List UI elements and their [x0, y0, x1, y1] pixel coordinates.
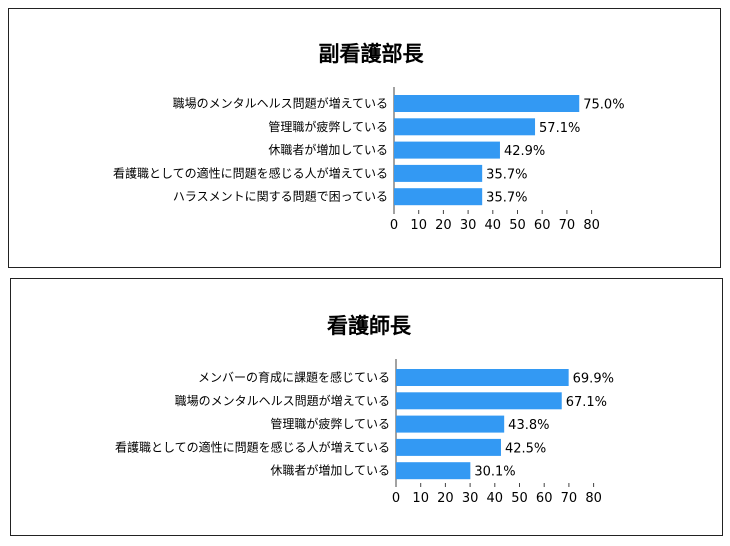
x-tick-label-6: 60: [534, 218, 551, 233]
bar-0: [396, 369, 569, 386]
bar-4: [396, 462, 471, 480]
x-tick-label-4: 40: [485, 218, 502, 233]
x-tick-label-0: 0: [392, 491, 400, 506]
x-tick-label-2: 20: [435, 218, 452, 233]
x-tick-label-3: 30: [460, 218, 477, 233]
x-tick-label-6: 60: [536, 491, 553, 506]
chart-head-nurse: 看護師長 メンバーの育成に課題を感じている 69.9% 職場のメンタルヘルス問題が増…: [115, 314, 614, 506]
value-label-2: 42.9%: [504, 144, 545, 159]
bar-3: [394, 164, 483, 182]
bar-1: [396, 392, 562, 410]
value-label-4: 30.1%: [474, 465, 515, 480]
x-tick-label-2: 20: [437, 491, 454, 506]
category-label-3: 看護職としての適性に問題を感じる人が増えている: [113, 165, 388, 180]
x-tick-label-5: 50: [509, 218, 526, 233]
category-label-2: 管理職が疲弊している: [270, 416, 390, 431]
value-label-1: 67.1%: [566, 395, 607, 410]
x-tick-label-7: 70: [559, 218, 576, 233]
bar-4: [394, 188, 483, 206]
chart-panel-deputy-director: 副看護部長 職場のメンタルヘルス問題が増えている 75.0% 管理職が疲弊している 5…: [8, 8, 721, 268]
x-tick-label-3: 30: [462, 491, 479, 506]
x-tick-label-1: 10: [410, 218, 427, 233]
value-label-4: 35.7%: [486, 191, 527, 206]
value-label-2: 43.8%: [508, 418, 549, 433]
category-label-1: 管理職が疲弊している: [268, 119, 388, 134]
category-label-0: メンバーの育成に課題を感じている: [198, 370, 390, 385]
value-label-3: 42.5%: [505, 441, 546, 456]
category-label-3: 看護職としての適性に問題を感じる人が増えている: [115, 439, 390, 454]
bar-3: [396, 438, 501, 456]
value-label-3: 35.7%: [486, 167, 527, 182]
chart-deputy-director: 副看護部長 職場のメンタルヘルス問題が増えている 75.0% 管理職が疲弊している 5…: [113, 42, 625, 233]
category-label-2: 休職者が増加している: [268, 142, 388, 157]
x-tick-label-1: 10: [412, 491, 429, 506]
bar-1: [394, 118, 536, 136]
value-label-0: 69.9%: [573, 372, 614, 387]
bar-2: [396, 415, 505, 433]
category-label-4: 休職者が増加している: [270, 463, 390, 478]
x-tick-label-4: 40: [487, 491, 504, 506]
x-tick-label-7: 70: [561, 491, 578, 506]
category-label-4: ハラスメントに関する問題で困っている: [173, 190, 388, 204]
x-tick-label-0: 0: [390, 218, 398, 233]
bar-0: [394, 95, 580, 112]
chart-title: 副看護部長: [319, 42, 425, 66]
chart-title: 看護師長: [327, 314, 412, 338]
category-label-1: 職場のメンタルヘルス問題が増えている: [175, 393, 390, 408]
x-tick-label-8: 80: [583, 218, 600, 233]
chart-panel-head-nurse: 看護師長 メンバーの育成に課題を感じている 69.9% 職場のメンタルヘルス問題が増…: [10, 278, 723, 536]
value-label-0: 75.0%: [583, 98, 624, 113]
category-label-0: 職場のメンタルヘルス問題が増えている: [173, 96, 388, 111]
value-label-1: 57.1%: [539, 121, 580, 136]
x-tick-label-5: 50: [511, 491, 528, 506]
bar-2: [394, 141, 500, 159]
x-tick-label-8: 80: [585, 491, 602, 506]
